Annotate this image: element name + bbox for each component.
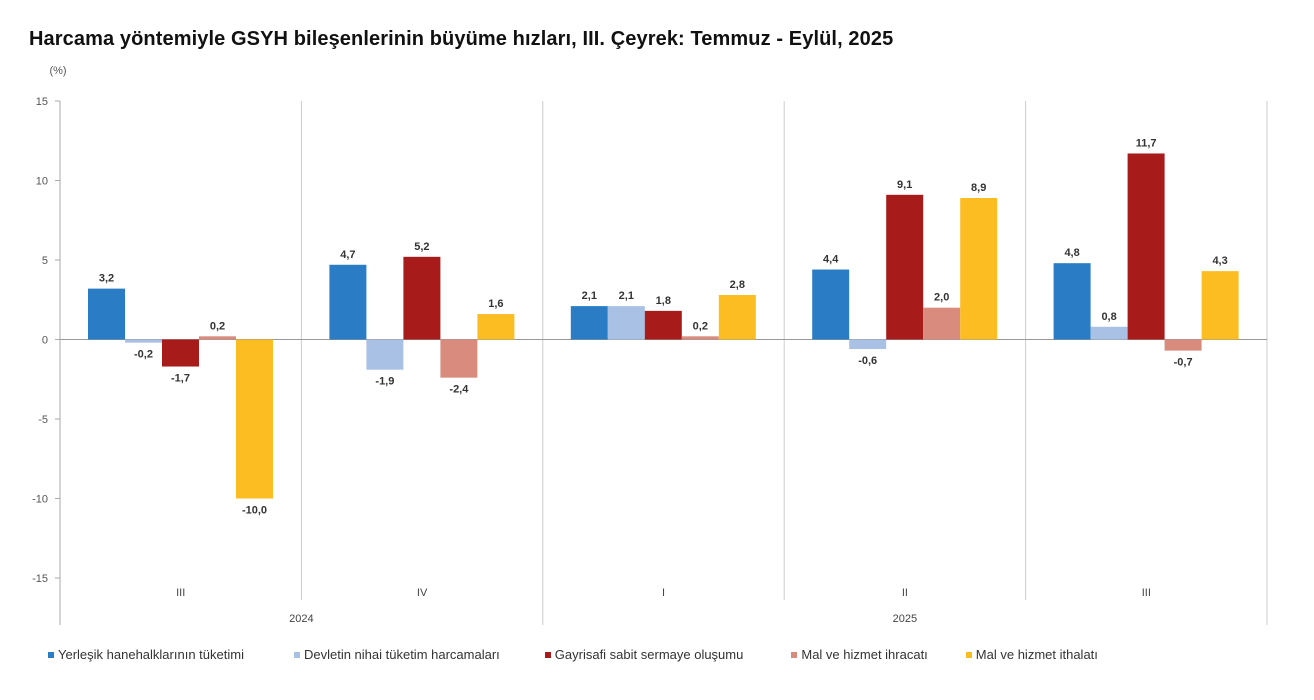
year-label: 2025 [893, 613, 917, 625]
y-tick-label: 5 [42, 255, 48, 267]
data-label: 8,9 [971, 182, 986, 194]
bar [812, 269, 850, 340]
bar [960, 197, 998, 340]
bar [236, 339, 273, 499]
data-label: -0,6 [858, 355, 877, 367]
y-axis-label: (%) [49, 65, 66, 77]
bar [644, 310, 682, 340]
bar [199, 336, 236, 340]
data-label: 1,6 [488, 298, 503, 310]
y-tick-label: 10 [36, 176, 48, 188]
y-tick-label: 15 [36, 96, 48, 108]
legend-label: Mal ve hizmet ithalatı [975, 647, 1098, 662]
data-label: 2,8 [730, 279, 745, 291]
bar [403, 256, 441, 340]
legend-label: Mal ve hizmet ihracatı [801, 647, 928, 662]
bar [570, 306, 608, 340]
y-tick-label: -10 [32, 494, 48, 506]
legend-item: Mal ve hizmet ithalatı [965, 647, 1098, 662]
legend-swatch [293, 651, 300, 658]
bar [366, 339, 404, 370]
data-label: 4,8 [1064, 247, 1079, 259]
x-tick-label: III [1142, 587, 1151, 599]
bar [440, 339, 478, 378]
legend-swatch [544, 651, 551, 658]
bar [923, 307, 961, 340]
year-label: 2024 [289, 613, 313, 625]
legend-label: Devletin nihai tüketim harcamaları [303, 647, 500, 662]
x-tick-label: II [902, 587, 908, 599]
bar [1053, 263, 1091, 340]
legend-label: Gayrisafi sabit sermaye oluşumu [554, 647, 744, 662]
legend-label: Yerleşik hanehalklarının tüketimi [58, 647, 244, 662]
bar [477, 314, 515, 340]
data-label: -10,0 [242, 505, 267, 517]
data-label: 4,4 [823, 254, 839, 266]
legend-swatch [965, 651, 972, 658]
bar [718, 294, 756, 340]
bar [849, 339, 887, 350]
data-label: 2,0 [934, 292, 949, 304]
bar [162, 339, 199, 367]
data-label: 0,8 [1101, 311, 1116, 323]
y-tick-label: -15 [32, 573, 48, 585]
data-label: 2,1 [582, 290, 597, 302]
bar [681, 336, 719, 340]
chart-title: Harcama yöntemiyle GSYH bileşenlerinin b… [29, 28, 894, 50]
legend-item: Devletin nihai tüketim harcamaları [293, 647, 500, 662]
x-tick-label: I [662, 587, 665, 599]
data-label: -0,7 [1174, 357, 1193, 369]
y-tick-label: 0 [42, 335, 48, 347]
bar [1090, 326, 1128, 340]
data-label: 5,2 [414, 241, 429, 253]
data-label: -2,4 [449, 384, 469, 396]
bar [1201, 271, 1239, 340]
legend-item: Mal ve hizmet ihracatı [791, 647, 928, 662]
bar [329, 264, 367, 340]
data-label: 9,1 [897, 179, 912, 191]
legend: Yerleşik hanehalklarının tüketimi Devleti… [48, 647, 1098, 662]
data-label: -1,9 [375, 376, 394, 388]
data-label: 3,2 [99, 273, 114, 285]
bar [125, 339, 162, 343]
legend-item: Gayrisafi sabit sermaye oluşumu [544, 647, 744, 662]
bar [607, 306, 645, 340]
bar [88, 288, 125, 340]
data-label: 4,7 [340, 249, 355, 261]
bar [1127, 153, 1165, 340]
data-label: 0,2 [210, 320, 225, 332]
data-label: 4,3 [1212, 255, 1227, 267]
data-label: 11,7 [1136, 137, 1157, 149]
legend-swatch [48, 651, 54, 658]
data-label: 0,2 [693, 320, 708, 332]
data-label: 1,8 [656, 295, 671, 307]
legend-item: Yerleşik hanehalklarının tüketimi [48, 647, 244, 662]
bar [886, 194, 924, 340]
data-label: -0,2 [134, 349, 153, 361]
bar [1164, 339, 1202, 351]
legend-swatch [791, 651, 798, 658]
x-tick-label: III [176, 587, 185, 599]
data-label: -1,7 [171, 373, 190, 385]
data-label: 2,1 [619, 290, 634, 302]
y-tick-label: -5 [38, 414, 48, 426]
x-tick-label: IV [417, 587, 428, 599]
